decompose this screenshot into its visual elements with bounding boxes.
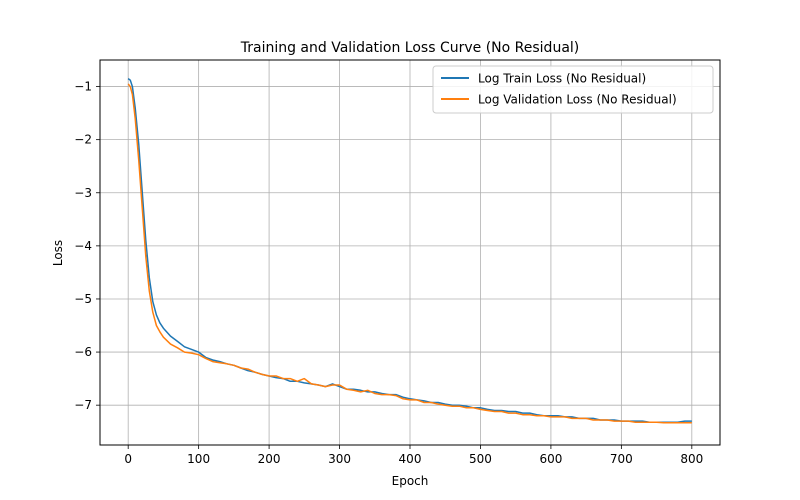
y-tick-label: −1 [74, 80, 92, 94]
x-tick-label: 700 [610, 452, 633, 466]
x-tick-label: 600 [539, 452, 562, 466]
legend: Log Train Loss (No Residual) Log Validat… [432, 65, 714, 114]
y-tick-label: −2 [74, 133, 92, 147]
x-tick-label: 200 [258, 452, 281, 466]
x-tick-label: 800 [680, 452, 703, 466]
y-tick-label: −4 [74, 239, 92, 253]
legend-label-train: Log Train Loss (No Residual) [478, 72, 646, 86]
x-tick-label: 100 [187, 452, 210, 466]
chart-title: Training and Validation Loss Curve (No R… [240, 40, 580, 56]
legend-label-validation: Log Validation Loss (No Residual) [478, 93, 677, 107]
y-tick-label: −3 [74, 186, 92, 200]
series-lines [127, 78, 692, 424]
x-tick-label: 400 [399, 452, 422, 466]
y-tick-label: −7 [74, 398, 92, 412]
y-ticks: −1 −2 −3 −4 −5 −6 −7 [74, 80, 100, 412]
y-axis-label: Loss [51, 240, 65, 266]
validation-loss-line [127, 83, 692, 424]
x-axis-label: Epoch [392, 474, 429, 488]
x-tick-label: 500 [469, 452, 492, 466]
x-ticks: 0 100 200 300 400 500 600 700 800 [124, 445, 703, 466]
legend-box [432, 65, 714, 114]
x-tick-label: 0 [124, 452, 132, 466]
x-tick-label: 300 [328, 452, 351, 466]
y-tick-label: −5 [74, 292, 92, 306]
y-tick-label: −6 [74, 345, 92, 359]
